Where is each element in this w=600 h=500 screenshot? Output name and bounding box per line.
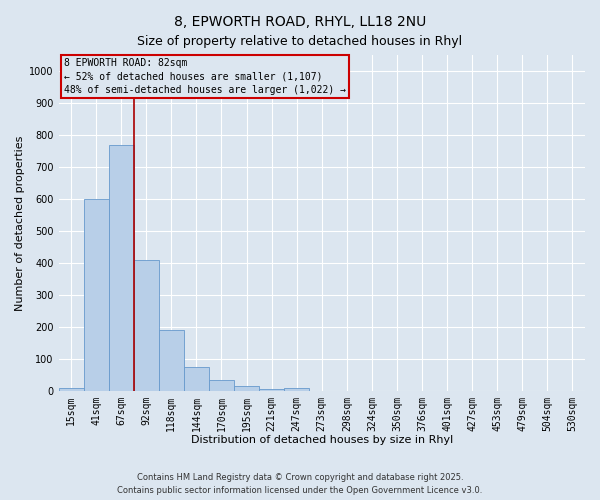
Bar [159, 330, 184, 390]
Bar [184, 366, 209, 390]
Bar [109, 144, 134, 390]
Bar [284, 388, 309, 390]
Text: Size of property relative to detached houses in Rhyl: Size of property relative to detached ho… [137, 35, 463, 48]
Y-axis label: Number of detached properties: Number of detached properties [15, 135, 25, 310]
Bar [83, 199, 109, 390]
Text: 8 EPWORTH ROAD: 82sqm
← 52% of detached houses are smaller (1,107)
48% of semi-d: 8 EPWORTH ROAD: 82sqm ← 52% of detached … [64, 58, 346, 95]
Bar [209, 380, 234, 390]
X-axis label: Distribution of detached houses by size in Rhyl: Distribution of detached houses by size … [191, 435, 453, 445]
Text: Contains HM Land Registry data © Crown copyright and database right 2025.
Contai: Contains HM Land Registry data © Crown c… [118, 474, 482, 495]
Bar [134, 260, 159, 390]
Text: 8, EPWORTH ROAD, RHYL, LL18 2NU: 8, EPWORTH ROAD, RHYL, LL18 2NU [174, 15, 426, 29]
Bar [259, 389, 284, 390]
Bar [234, 386, 259, 390]
Bar [59, 388, 83, 390]
